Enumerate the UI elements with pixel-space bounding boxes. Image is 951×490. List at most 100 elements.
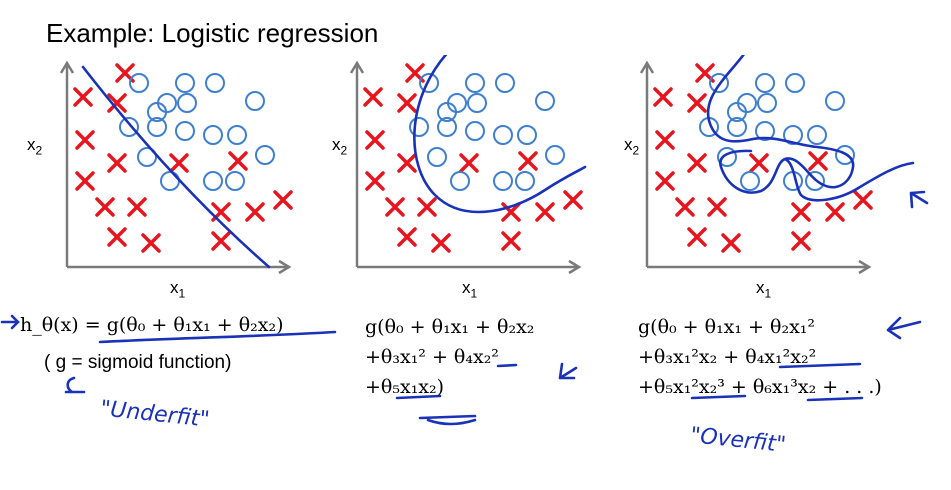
circle-marker — [175, 73, 195, 93]
x1-axis-label-3: x1 — [756, 278, 772, 301]
circle-marker — [835, 145, 855, 165]
cross-marker — [655, 130, 675, 150]
cross-marker — [687, 93, 707, 113]
cross-marker — [107, 227, 127, 247]
circle-marker — [147, 117, 167, 137]
underline — [395, 394, 477, 426]
cross-marker — [687, 227, 707, 247]
circle-marker — [147, 102, 167, 122]
decision-boundary-complex — [706, 55, 915, 202]
cross-marker — [431, 233, 451, 253]
circle-marker — [825, 91, 845, 111]
plot-overfit — [639, 55, 929, 275]
cross-marker — [107, 93, 127, 113]
y-axis — [59, 60, 75, 267]
cross-marker — [397, 153, 417, 173]
circle-points — [699, 73, 855, 191]
circle-marker — [545, 145, 565, 165]
circle-marker — [119, 117, 139, 137]
x2-axis-label-2: x2 — [332, 135, 348, 158]
circle-marker — [535, 91, 555, 111]
arrow-icon — [0, 314, 20, 330]
cross-marker — [75, 171, 95, 191]
circle-marker — [807, 125, 827, 145]
page-title: Example: Logistic regression — [46, 18, 379, 48]
cross-marker — [653, 87, 673, 107]
cross-marker — [397, 227, 417, 247]
cross-marker — [211, 231, 231, 251]
cross-points — [73, 63, 293, 253]
cross-marker — [459, 153, 479, 173]
circle-marker — [785, 73, 805, 93]
circle-marker — [419, 73, 439, 93]
formula-line: g(θ₀ + θ₁x₁ + θ₂x₁² — [638, 316, 816, 338]
circle-marker — [493, 125, 513, 145]
circle-marker — [467, 93, 487, 113]
circle-marker — [450, 171, 470, 191]
cross-marker — [791, 231, 811, 251]
plot-just-right — [349, 55, 587, 275]
cross-marker — [707, 197, 727, 217]
cross-marker — [417, 197, 437, 217]
circle-marker — [137, 147, 157, 167]
cross-marker — [535, 202, 555, 222]
circle-marker — [205, 73, 225, 93]
annotation-arrow — [909, 190, 929, 209]
circle-marker — [409, 117, 429, 137]
formula-line: +θ₅x₁x₂) — [365, 376, 445, 398]
cross-marker — [107, 153, 127, 173]
cross-marker — [365, 130, 385, 150]
formula-line: +θ₃x₁²x₂ + θ₄x₁²x₂² — [638, 346, 817, 368]
cross-marker — [518, 151, 538, 171]
circle-marker — [437, 117, 457, 137]
circle-marker — [740, 171, 760, 191]
circle-marker — [517, 125, 537, 145]
cross-marker — [501, 202, 521, 222]
cross-marker — [749, 153, 769, 173]
circle-marker — [755, 121, 775, 141]
circle-marker — [495, 73, 515, 93]
cross-marker — [808, 151, 828, 171]
formula-line: +θ₃x₁² + θ₄x₂² — [365, 346, 499, 368]
cross-marker — [563, 190, 583, 210]
circle-marker — [465, 121, 485, 141]
circle-marker — [783, 125, 803, 145]
circle-marker — [177, 93, 197, 113]
circle-marker — [757, 93, 777, 113]
x-axis — [357, 259, 582, 275]
cross-marker — [791, 202, 811, 222]
circle-marker — [427, 147, 447, 167]
circle-marker — [175, 121, 195, 141]
cross-points — [653, 63, 873, 253]
underline — [496, 363, 518, 368]
circle-marker — [203, 171, 223, 191]
circle-marker — [515, 171, 535, 191]
cross-marker — [365, 171, 385, 191]
circle-marker — [805, 171, 825, 191]
cross-marker — [73, 87, 93, 107]
decision-boundary-linear — [81, 65, 271, 269]
cross-marker — [127, 197, 147, 217]
y-axis — [349, 60, 365, 267]
circle-marker — [227, 125, 247, 145]
underline — [690, 362, 864, 402]
circle-marker — [203, 125, 223, 145]
circle-marker — [727, 102, 747, 122]
cross-marker — [721, 233, 741, 253]
circle-marker — [437, 102, 457, 122]
plot-underfit — [59, 60, 293, 275]
circle-marker — [225, 171, 245, 191]
cross-marker — [687, 153, 707, 173]
cross-marker — [245, 202, 265, 222]
cross-marker — [655, 171, 675, 191]
circle-marker — [465, 73, 485, 93]
circle-marker — [717, 147, 737, 167]
x-axis — [647, 259, 872, 275]
cross-marker — [385, 197, 405, 217]
circle-marker — [129, 73, 149, 93]
circle-points — [409, 73, 565, 191]
circle-marker — [709, 73, 729, 93]
x-axis — [67, 259, 292, 275]
cross-points — [363, 63, 583, 253]
